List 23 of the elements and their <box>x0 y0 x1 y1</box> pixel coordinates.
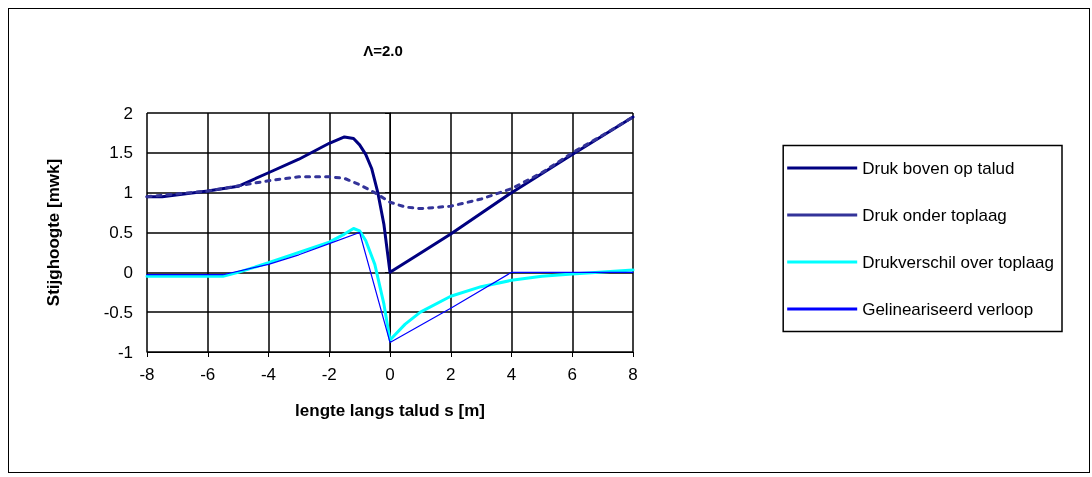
y-tick-label: 0.5 <box>109 223 133 242</box>
x-tick-label: 4 <box>506 365 517 384</box>
x-tick-label: 8 <box>628 365 638 384</box>
legend-label: Druk boven op talud <box>862 158 1015 178</box>
x-tick-label: 2 <box>446 365 456 384</box>
legend-label: Drukverschil over toplaag <box>862 252 1055 272</box>
x-tick-label: -6 <box>200 365 216 384</box>
y-tick-label: 1.5 <box>109 143 133 163</box>
y-tick-label: 2 <box>123 103 133 123</box>
x-tick-label: -4 <box>260 365 277 384</box>
y-axis-title: Stijghoogte [mwk] <box>44 158 63 307</box>
y-tick-label: -1 <box>117 342 133 362</box>
x-tick-label: 6 <box>567 365 577 384</box>
y-tick-label: -0.5 <box>103 302 133 322</box>
y-tick-label: 0 <box>123 262 133 282</box>
y-tick-label: 1 <box>123 183 133 203</box>
x-tick-label: 0 <box>385 365 395 384</box>
legend-label: Gelineariseerd verloop <box>862 299 1034 319</box>
legend-label: Druk onder toplaag <box>862 205 1007 225</box>
x-tick-label: -8 <box>139 365 155 384</box>
x-axis-title: lengte langs talud s [m] <box>295 401 485 420</box>
chart-title: Λ=2.0 <box>363 42 403 59</box>
x-tick-label: -2 <box>321 365 337 384</box>
